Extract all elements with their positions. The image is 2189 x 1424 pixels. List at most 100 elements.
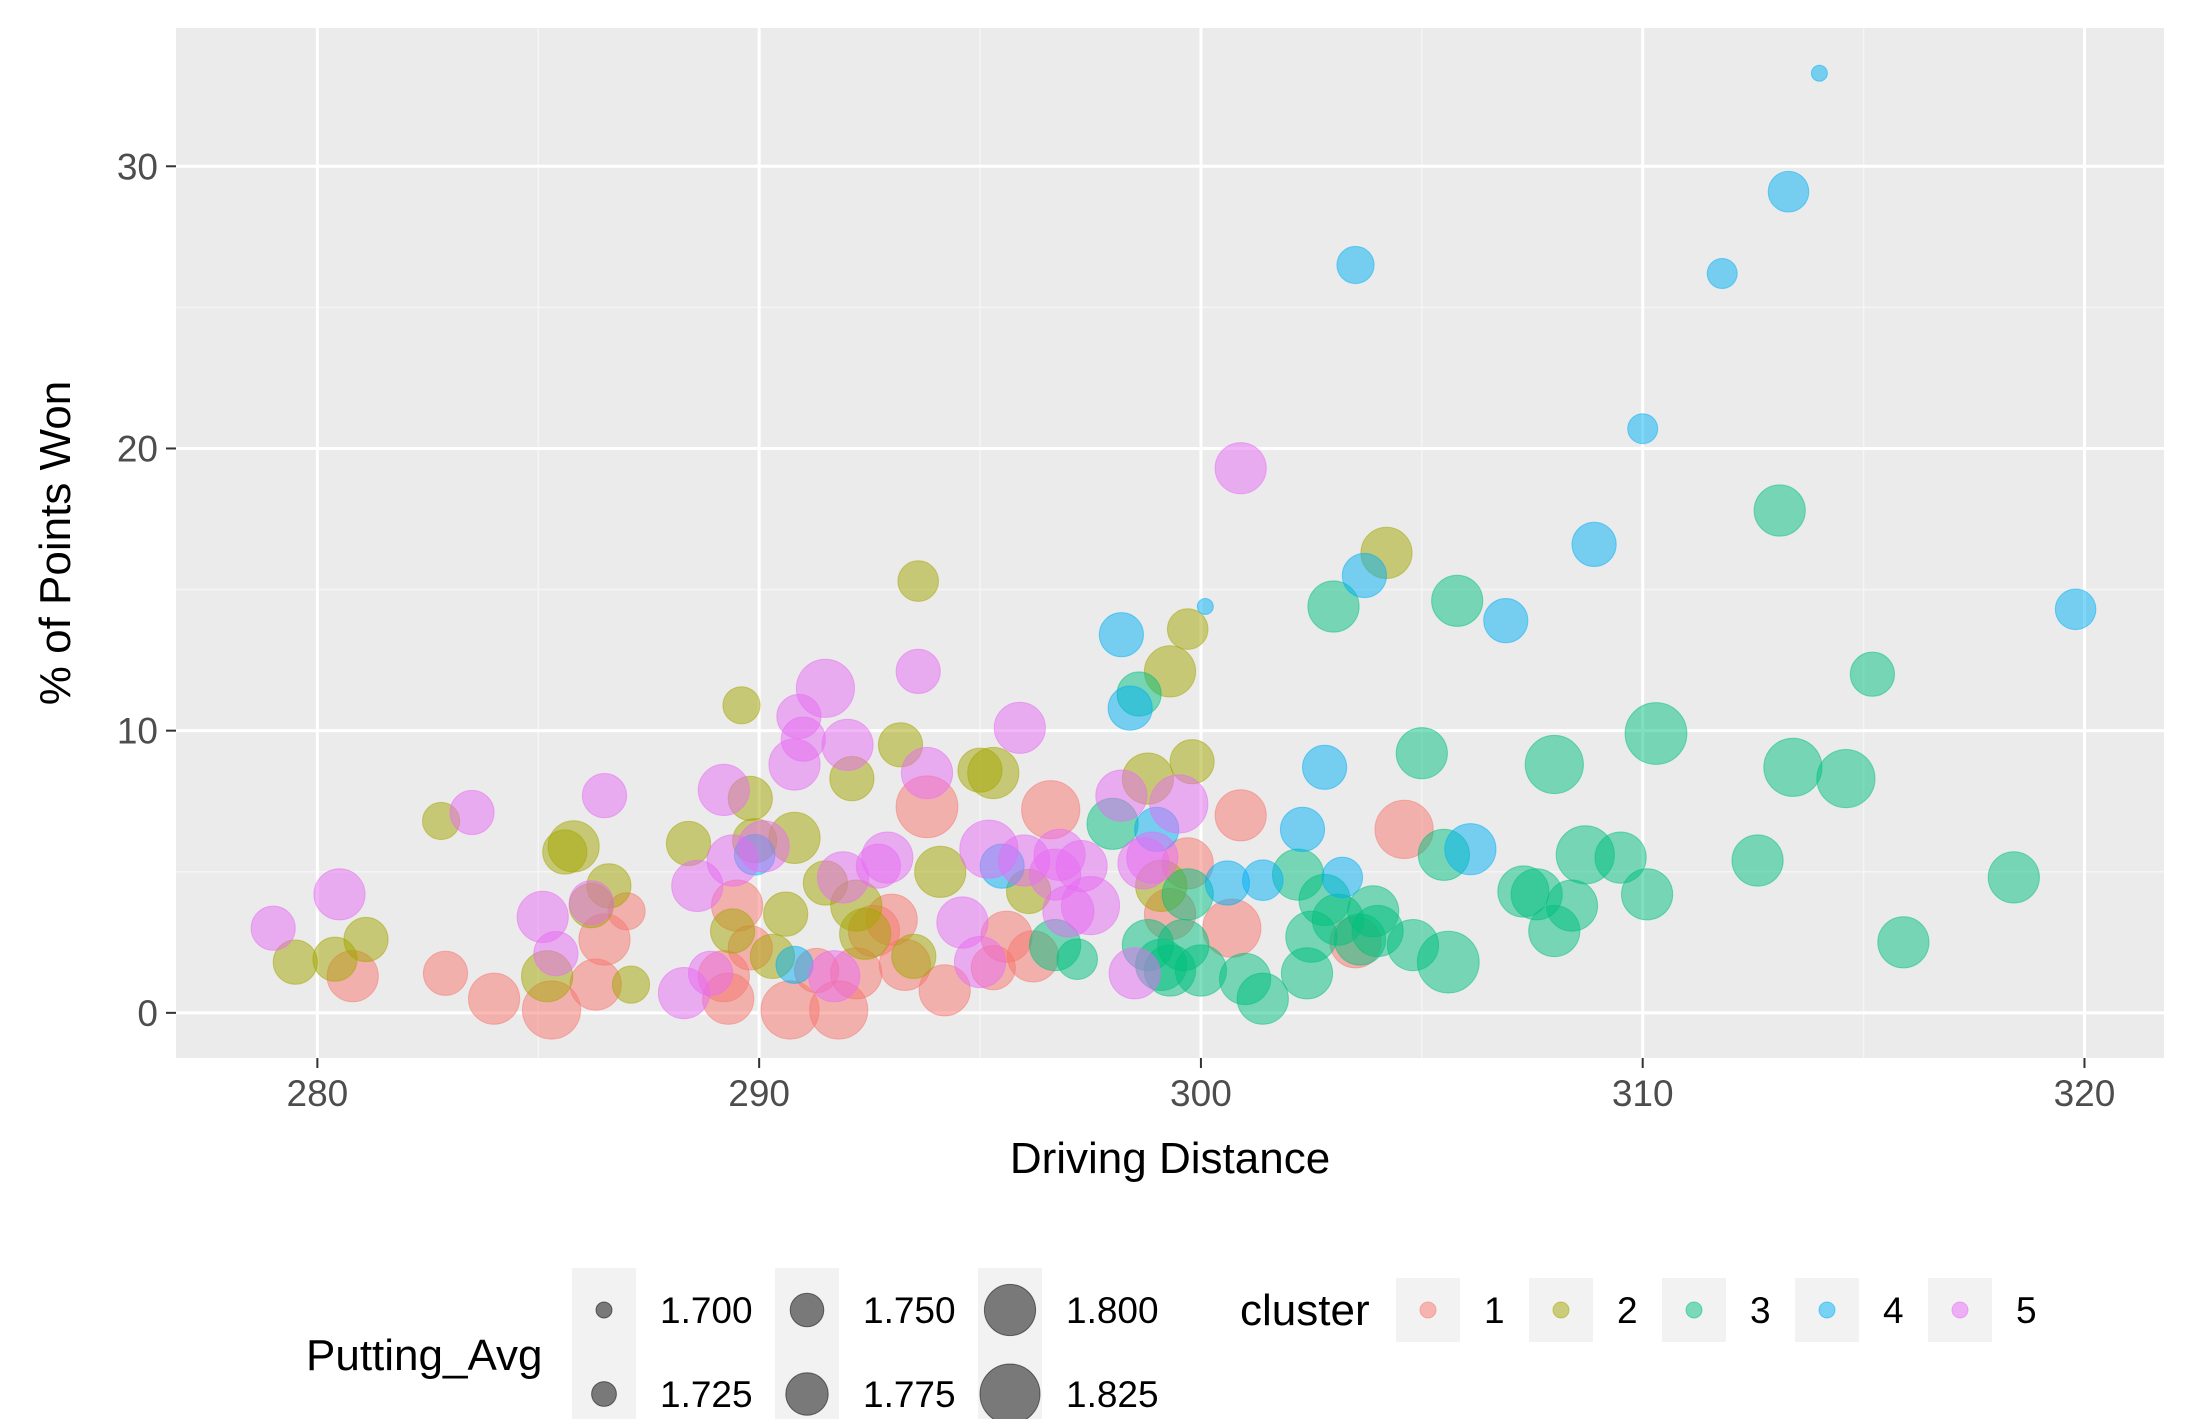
data-point-cluster-4 [775,945,814,985]
size-legend-symbol [789,1292,825,1328]
data-points [250,64,2097,1040]
data-point-cluster-3 [1877,916,1930,969]
data-point-cluster-4 [1706,258,1738,289]
data-point-cluster-3 [1849,651,1896,697]
data-point-cluster-4 [1627,413,1659,445]
data-point-cluster-5 [993,701,1046,754]
data-point-cluster-2 [839,907,892,960]
data-point-cluster-3 [1174,944,1228,997]
data-point-cluster-5 [1060,876,1121,936]
color-legend-symbol [1951,1301,1969,1319]
data-point-cluster-5 [821,718,874,771]
data-point-cluster-4 [2054,588,2097,631]
data-point-cluster-4 [1107,685,1153,731]
data-point-cluster-3 [1416,930,1480,994]
data-point-cluster-4 [1098,612,1145,658]
data-point-cluster-5 [795,658,856,718]
data-point-cluster-5 [953,936,1007,989]
y-tick-label: 30 [117,146,158,187]
size-legend-label: 1.725 [660,1374,753,1415]
data-point-cluster-3 [1816,749,1876,809]
size-legend: Putting_Avg 1.700 1.725 1.750 1.775 1.800 1.8… [306,1268,1159,1424]
data-point-cluster-4 [1336,245,1375,285]
data-point-cluster-4 [1279,806,1326,853]
data-point-cluster-2 [891,933,937,980]
data-point-cluster-3 [1621,868,1674,921]
data-point-cluster-4 [1483,598,1529,644]
data-point-cluster-1 [1214,789,1267,842]
data-point-cluster-2 [547,820,600,873]
data-point-cluster-5 [1095,769,1148,822]
y-tick-label: 20 [117,428,158,469]
data-point-cluster-5 [861,831,914,884]
size-legend-label: 1.800 [1066,1290,1159,1331]
x-tick-label: 320 [2054,1073,2116,1114]
data-point-cluster-4 [1341,552,1388,599]
y-tick-label: 0 [137,993,158,1034]
data-point-cluster-4 [1321,856,1364,899]
size-legend-label: 1.775 [863,1374,956,1415]
color-legend-symbol [1685,1301,1703,1319]
data-point-cluster-5 [688,950,734,996]
data-point-cluster-4 [1444,823,1497,876]
x-tick-label: 290 [728,1073,790,1114]
y-tick-label: 10 [117,711,158,752]
data-point-cluster-4 [1810,64,1828,82]
data-point-cluster-2 [611,965,651,1004]
data-point-cluster-2 [722,686,761,725]
data-point-cluster-5 [1126,831,1179,884]
data-point-cluster-5 [1149,774,1209,834]
color-legend-title: cluster [1240,1286,1370,1335]
color-legend: cluster 1 2 3 4 5 [1240,1278,2037,1342]
x-axis-title: Driving Distance [1010,1134,1330,1183]
data-point-cluster-5 [313,868,366,921]
size-legend-label: 1.700 [660,1290,753,1331]
data-point-cluster-3 [1524,734,1584,795]
minor-gridlines [176,28,2164,1058]
data-point-cluster-2 [710,908,756,954]
color-legend-label: 3 [1750,1290,1771,1331]
data-point-cluster-3 [1431,574,1484,627]
data-point-cluster-5 [1214,442,1267,495]
data-point-cluster-2 [967,746,1020,800]
data-point-cluster-3 [1624,702,1688,765]
data-point-cluster-2 [665,820,712,867]
color-legend-label: 2 [1617,1290,1638,1331]
data-point-cluster-3 [1395,727,1448,780]
size-legend-symbol [591,1381,617,1407]
data-point-cluster-3 [1545,879,1599,932]
y-axis-title: % of Points Won [31,381,80,705]
data-point-cluster-3 [1056,938,1098,981]
data-point-cluster-5 [581,773,628,819]
y-axis-ticks: 0 10 20 30 [117,146,176,1034]
data-point-cluster-5 [568,880,614,926]
size-legend-label: 1.750 [863,1290,956,1331]
size-legend-symbol [785,1372,829,1416]
data-point-cluster-4 [1767,170,1810,213]
data-point-cluster-5 [250,905,296,951]
data-point-cluster-5 [780,716,826,762]
data-point-cluster-3 [1731,834,1784,887]
data-point-cluster-5 [449,789,495,836]
color-legend-symbol [1419,1301,1437,1319]
data-point-cluster-2 [914,845,967,898]
data-point-cluster-5 [808,950,861,1003]
size-legend-title: Putting_Avg [306,1331,542,1380]
data-point-cluster-3 [1987,851,2040,904]
size-legend-symbol [983,1283,1037,1337]
data-point-cluster-1 [1021,780,1081,840]
x-axis-ticks: 280 290 300 310 320 [287,1058,2116,1114]
data-point-cluster-3 [1307,580,1360,633]
data-point-cluster-5 [737,820,790,873]
data-point-cluster-2 [763,891,809,937]
color-legend-label: 1 [1484,1290,1505,1331]
data-point-cluster-3 [1763,737,1823,797]
size-legend-label: 1.825 [1066,1374,1159,1415]
data-point-cluster-5 [900,746,954,800]
data-point-cluster-4 [1302,744,1348,790]
data-point-cluster-5 [533,931,579,977]
data-point-cluster-1 [1374,799,1434,860]
data-point-cluster-2 [897,560,940,602]
